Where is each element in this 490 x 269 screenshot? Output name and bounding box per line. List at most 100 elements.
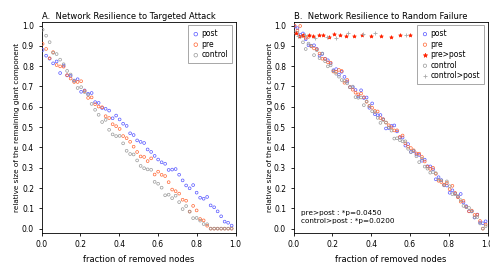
pre <box>165 180 172 184</box>
pre <box>415 151 423 156</box>
pre>post <box>330 32 338 36</box>
pre <box>189 204 197 208</box>
control <box>299 40 307 44</box>
control <box>189 216 197 220</box>
post <box>421 158 429 162</box>
control <box>426 171 434 175</box>
post <box>203 195 211 199</box>
post <box>451 191 459 196</box>
post <box>210 205 218 210</box>
post <box>346 85 354 89</box>
pre <box>476 219 484 223</box>
pre <box>371 109 379 113</box>
control <box>133 158 141 162</box>
pre <box>217 226 225 231</box>
control <box>379 118 387 122</box>
post <box>468 209 476 214</box>
Y-axis label: relative size of the remaining giant component: relative size of the remaining giant com… <box>15 43 21 212</box>
control <box>77 85 85 89</box>
control <box>161 193 169 197</box>
post <box>119 122 127 126</box>
control <box>165 193 172 197</box>
post <box>357 88 365 93</box>
post <box>88 91 96 95</box>
control <box>49 51 57 55</box>
pre>post <box>406 33 414 37</box>
post <box>399 135 407 140</box>
control <box>410 149 417 153</box>
control <box>119 141 127 146</box>
control <box>418 157 426 161</box>
control <box>137 164 145 168</box>
pre <box>321 57 329 61</box>
pre <box>98 105 106 109</box>
post <box>413 152 420 157</box>
pre <box>60 65 68 69</box>
post <box>189 183 197 187</box>
pre>post <box>368 34 375 38</box>
pre <box>327 61 335 65</box>
pre <box>39 42 47 46</box>
pre <box>352 90 360 95</box>
control>post <box>360 32 368 36</box>
pre <box>465 209 473 214</box>
post <box>105 108 113 113</box>
post <box>332 67 340 71</box>
pre <box>349 88 357 92</box>
pre>post <box>342 34 350 38</box>
pre <box>426 167 434 171</box>
control <box>302 47 310 51</box>
control <box>196 218 204 223</box>
post <box>482 219 490 224</box>
post <box>294 26 301 30</box>
pre <box>137 154 145 159</box>
post <box>122 124 130 128</box>
pre>post <box>470 31 478 35</box>
control <box>74 86 81 90</box>
post <box>299 31 307 36</box>
control <box>332 72 340 76</box>
control <box>53 52 61 56</box>
pre <box>130 144 138 149</box>
control <box>294 31 301 35</box>
control <box>224 226 232 231</box>
post <box>84 92 92 96</box>
control>post <box>466 32 474 36</box>
pre>post <box>309 34 317 38</box>
post <box>379 117 387 121</box>
post <box>112 114 120 118</box>
control <box>126 152 134 156</box>
pre <box>335 68 343 72</box>
pre <box>168 187 176 192</box>
control <box>360 103 368 107</box>
post <box>81 88 89 93</box>
Text: B.  Network Resilience to Random Failure: B. Network Resilience to Random Failure <box>294 12 467 21</box>
control>post <box>332 36 340 40</box>
control <box>440 183 448 187</box>
pre <box>119 134 127 138</box>
pre <box>196 217 204 221</box>
control <box>324 64 332 69</box>
control <box>193 216 200 220</box>
pre <box>448 184 456 188</box>
pre <box>133 150 141 154</box>
post <box>296 33 304 37</box>
control <box>321 59 329 63</box>
control <box>109 132 117 137</box>
control <box>357 95 365 100</box>
pre>post <box>295 34 303 38</box>
post <box>133 138 141 143</box>
post <box>60 63 68 68</box>
post <box>327 61 335 66</box>
post <box>407 150 415 154</box>
post <box>228 224 236 228</box>
control <box>151 180 159 184</box>
control <box>349 84 357 89</box>
pre <box>482 222 490 227</box>
control <box>352 95 360 99</box>
post <box>147 150 155 154</box>
post <box>473 213 481 217</box>
control <box>443 179 451 183</box>
control <box>346 85 354 90</box>
pre <box>413 151 420 155</box>
